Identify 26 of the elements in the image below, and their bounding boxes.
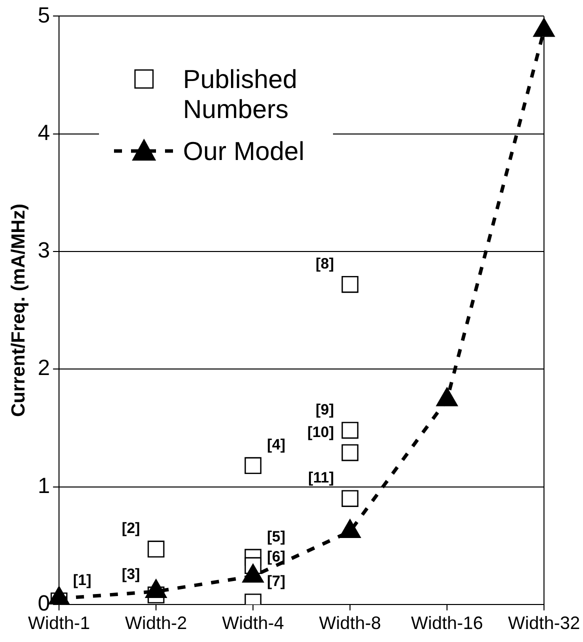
annotation: [4] [267, 436, 286, 454]
annotation: [11] [308, 470, 334, 487]
annotation: [2] [122, 520, 140, 538]
x-tick-label: Width-1 [28, 613, 90, 634]
x-tick-label: Width-2 [125, 613, 188, 634]
annotation: [10] [307, 424, 334, 441]
y-tick-label: 0 [38, 590, 50, 616]
x-tick-label: Width-16 [410, 613, 484, 634]
annotation: [1] [73, 572, 92, 590]
y-tick-label: 3 [38, 238, 50, 263]
y-tick-label: 1 [38, 472, 50, 498]
y-tick-label: 2 [38, 355, 50, 380]
annotation: [8] [316, 256, 334, 273]
y-axis-title: Current/Freq. (mA/MHz) [8, 204, 30, 417]
annotation: [5] [267, 528, 286, 546]
annotation: [3] [122, 566, 140, 584]
x-tick-label: Width-8 [319, 613, 382, 634]
legend-label: Published Numbers [183, 64, 298, 124]
annotation: [6] [267, 548, 286, 566]
annotation: [9] [316, 401, 334, 418]
legend-label: Our Model [183, 136, 304, 166]
y-tick-label: 5 [38, 2, 50, 28]
x-tick-label: Width-4 [222, 613, 284, 634]
y-tick-label: 4 [38, 120, 50, 145]
annotation: [7] [267, 573, 286, 590]
x-tick-label: Width-32 [508, 613, 580, 634]
